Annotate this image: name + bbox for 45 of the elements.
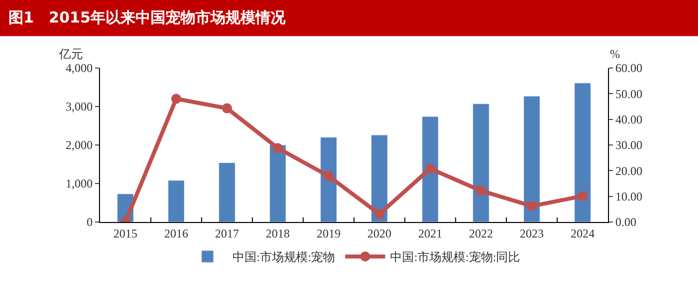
x-tick-label: 2015	[113, 226, 138, 240]
x-tick-label: 2020	[367, 226, 392, 240]
y-tick-label: 0	[86, 215, 93, 230]
point	[222, 103, 232, 114]
x-tick-label: 2022	[469, 226, 493, 240]
x-tick-label: 2023	[520, 226, 544, 240]
y2-tick-label: 0.00	[615, 215, 636, 230]
bar	[218, 162, 236, 222]
bar	[523, 96, 540, 222]
x-tick-label: 2019	[316, 226, 341, 240]
x-tick-label: 2021	[418, 226, 442, 240]
point	[324, 171, 334, 182]
y2-axis-title: %	[610, 47, 620, 61]
x-tick-label: 2016	[164, 226, 188, 240]
legend-label: 中国:市场规模:宠物:同比	[390, 250, 520, 264]
y-tick-label: 3,000	[66, 100, 93, 114]
bar	[574, 82, 591, 222]
x-tick-label: 2024	[570, 226, 595, 240]
bar	[269, 144, 286, 222]
point	[272, 143, 283, 154]
y2-tick-label: 60.00	[615, 61, 642, 76]
point	[374, 209, 384, 220]
y-tick-label: 4,000	[66, 61, 93, 76]
y2-tick-label: 40.00	[615, 112, 642, 127]
y-tick-label: 2,000	[66, 138, 93, 152]
point	[171, 94, 182, 104]
y2-tick-label: 10.00	[615, 190, 642, 204]
point	[578, 191, 588, 202]
y-axis-title: 亿元	[58, 47, 83, 61]
bar	[168, 180, 185, 222]
bar	[371, 134, 388, 222]
chart-title: 图1 2015年以来中国宠物市场规模情况	[8, 8, 287, 26]
bar	[422, 116, 439, 222]
x-tick-label: 2017	[215, 226, 239, 240]
y2-tick-label: 20.00	[615, 164, 642, 178]
y2-tick-label: 30.00	[615, 138, 642, 152]
point	[476, 186, 486, 196]
legend-label: 中国:市场规模:宠物	[232, 250, 336, 264]
bar	[472, 104, 490, 222]
x-tick-label: 2018	[266, 226, 290, 240]
point	[425, 164, 436, 174]
y-tick-label: 1,000	[66, 176, 93, 191]
point	[526, 201, 537, 212]
bar	[320, 137, 337, 222]
y2-tick-label: 50.00	[615, 86, 642, 101]
